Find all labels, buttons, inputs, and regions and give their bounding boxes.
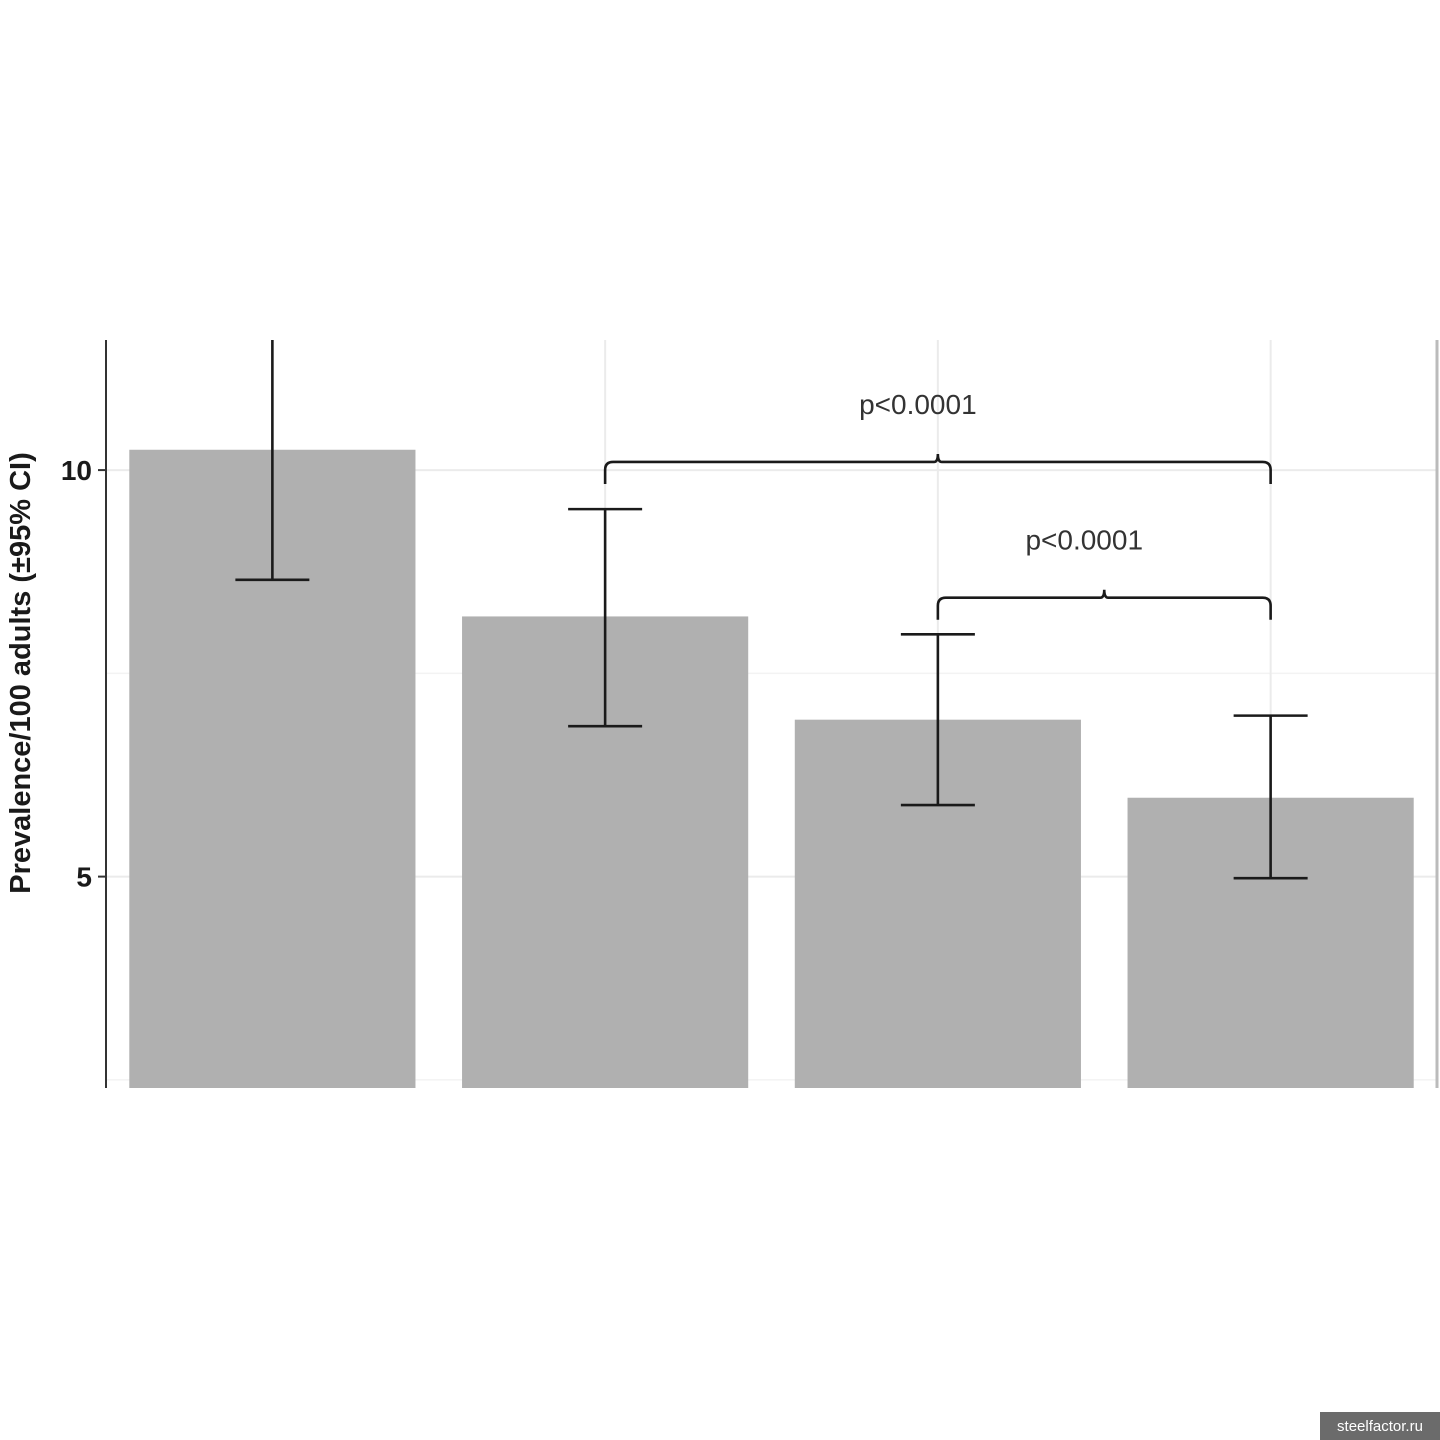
y-axis-label: Prevalence/100 adults (±95% CI) [5,452,37,893]
comparison-bracket-2 [936,589,1272,620]
comparison-label-2: p<0.0001 [1025,525,1143,556]
y-tick-layer: 5 10 [61,455,106,893]
bar-layer [129,449,1414,1088]
comparison-layer: p<0.0001 p<0.0001 [603,389,1272,620]
y-tick-label-5: 5 [76,862,92,893]
error-bar-layer [235,340,1308,880]
comparison-bracket-1 [603,453,1272,484]
watermark: steelfactor.ru [1320,1412,1440,1440]
comparison-label-1: p<0.0001 [859,389,977,420]
y-tick-label-10: 10 [61,455,92,486]
